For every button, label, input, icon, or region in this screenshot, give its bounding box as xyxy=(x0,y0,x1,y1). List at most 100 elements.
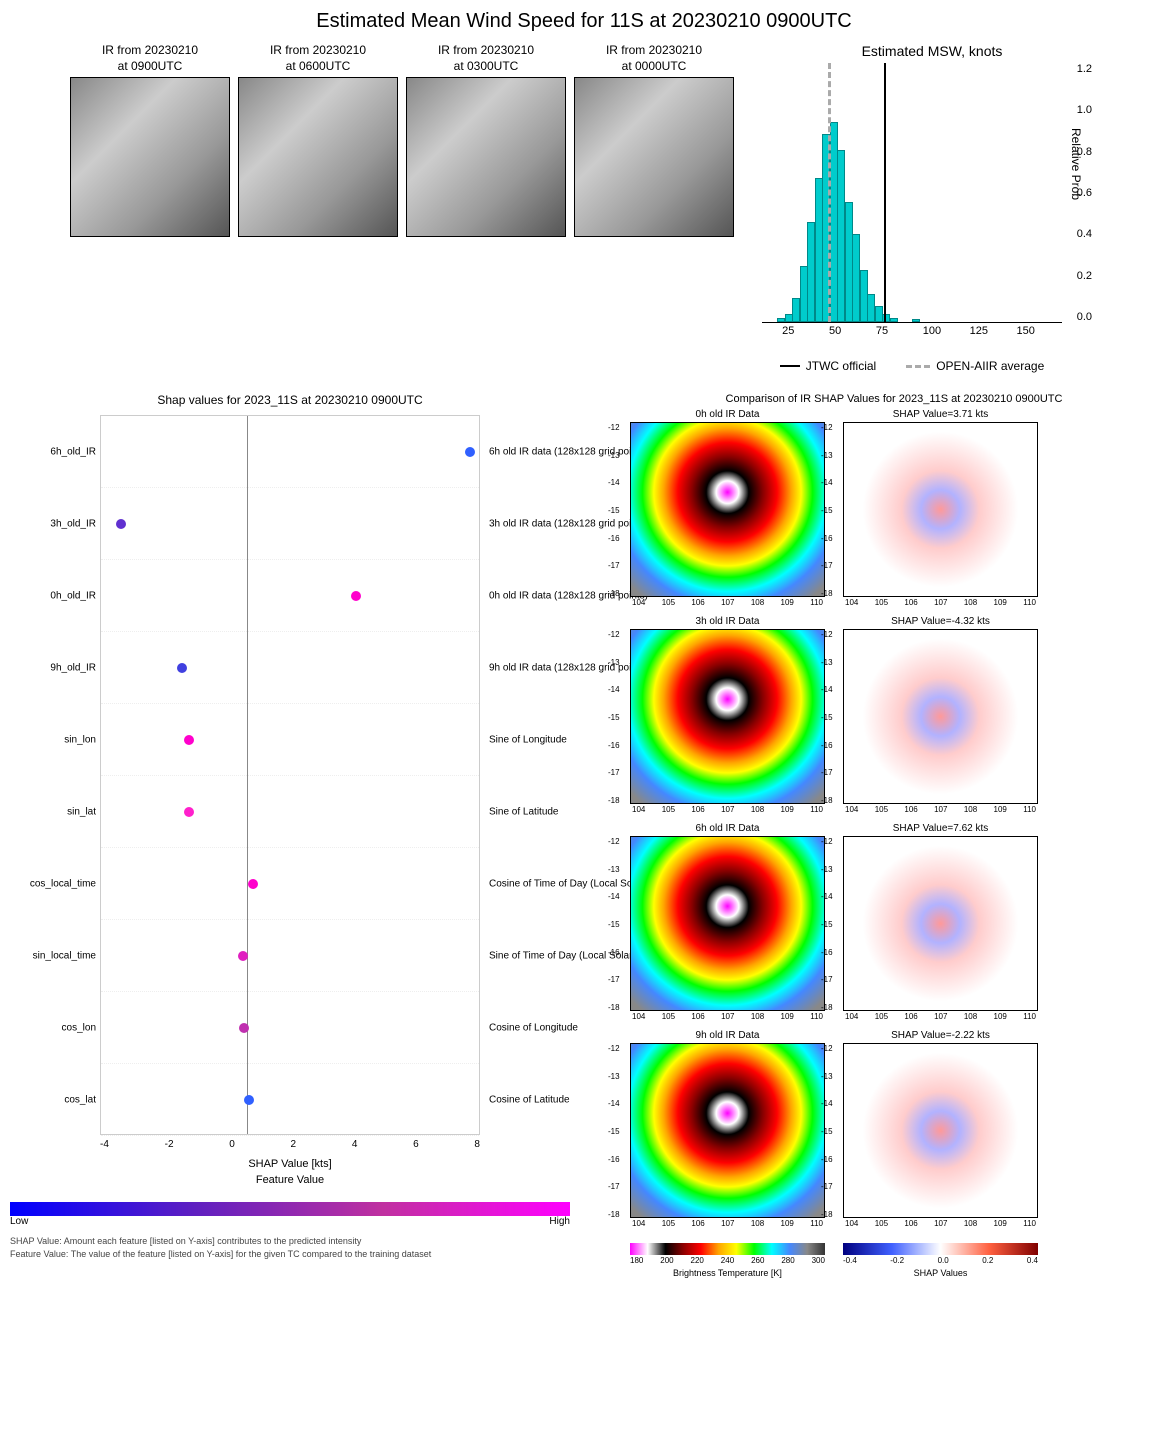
compare-ytick: -12 xyxy=(608,630,620,639)
hist-ytick: 1.0 xyxy=(1077,104,1092,116)
compare-xtick: 108 xyxy=(751,1219,764,1228)
compare-xtick: 109 xyxy=(994,598,1007,607)
shap-title: Shap values for 2023_11S at 20230210 090… xyxy=(10,393,570,407)
ir-cell-title: 3h old IR Data xyxy=(630,616,825,627)
compare-ytick: -18 xyxy=(821,589,833,598)
shap-data-cell: SHAP Value=-2.22 kts -12-13-14-15-16-17-… xyxy=(843,1030,1038,1229)
sv-tick: -0.4 xyxy=(843,1256,857,1265)
compare-xtick: 110 xyxy=(810,1219,823,1228)
compare-ytick: -17 xyxy=(608,1182,620,1191)
compare-ytick: -13 xyxy=(608,658,620,667)
compare-xtick: 104 xyxy=(632,1219,645,1228)
ir-cell-title: 9h old IR Data xyxy=(630,1030,825,1041)
ir-data-cell: 9h old IR Data -12-13-14-15-16-17-18 104… xyxy=(630,1030,825,1229)
compare-xtick: 106 xyxy=(691,598,704,607)
shap-color-image xyxy=(843,422,1038,597)
hist-ytick: 0.0 xyxy=(1077,311,1092,323)
compare-xtick: 108 xyxy=(964,805,977,814)
brightness-temp-colorbar xyxy=(630,1243,825,1255)
compare-ytick: -14 xyxy=(608,685,620,694)
compare-xtick: 104 xyxy=(632,1012,645,1021)
compare-ytick: -13 xyxy=(821,865,833,874)
ir-thumb-title: IR from 20230210at 0900UTC xyxy=(70,43,230,74)
compare-xtick: 107 xyxy=(934,805,947,814)
ir-color-image xyxy=(630,629,825,804)
compare-ytick: -13 xyxy=(608,1072,620,1081)
compare-xtick: 105 xyxy=(662,1012,675,1021)
shap-row: 0h_old_IR 0h old IR data (128x128 grid p… xyxy=(101,560,479,632)
shap-xtick: -2 xyxy=(165,1139,174,1150)
shap-feature-name: cos_lon xyxy=(16,1022,96,1033)
ir-thumbnail-1: IR from 20230210at 0600UTC xyxy=(238,43,398,373)
compare-ytick: -17 xyxy=(608,561,620,570)
compare-ytick: -12 xyxy=(821,837,833,846)
shap-color-image xyxy=(843,629,1038,804)
histogram-ylabel: Relative Prob xyxy=(1069,127,1083,199)
shap-feature-name: sin_local_time xyxy=(16,950,96,961)
top-row: IR from 20230210at 0900UTC IR from 20230… xyxy=(10,43,1158,373)
hist-ytick: 1.2 xyxy=(1077,63,1092,75)
compare-ytick: -16 xyxy=(608,534,620,543)
compare-xtick: 109 xyxy=(994,1012,1007,1021)
compare-ytick: -16 xyxy=(608,1155,620,1164)
bt-tick: 220 xyxy=(691,1256,704,1265)
shap-section: Shap values for 2023_11S at 20230210 090… xyxy=(10,393,570,1278)
compare-xtick: 104 xyxy=(845,598,858,607)
compare-ytick: -15 xyxy=(821,713,833,722)
open-aiir-line xyxy=(828,63,831,322)
footnote-1: SHAP Value: Amount each feature [listed … xyxy=(10,1235,570,1248)
compare-xtick: 109 xyxy=(994,805,1007,814)
compare-xtick: 109 xyxy=(781,805,794,814)
compare-xtick: 104 xyxy=(845,1219,858,1228)
shap-cell-title: SHAP Value=-4.32 kts xyxy=(843,616,1038,627)
compare-xtick: 110 xyxy=(1023,598,1036,607)
hist-xtick: 150 xyxy=(1017,325,1035,337)
ir-color-image xyxy=(630,1043,825,1218)
ir-thumb-image xyxy=(574,77,734,237)
compare-ytick: -13 xyxy=(608,865,620,874)
shap-feature-name: cos_local_time xyxy=(16,878,96,889)
compare-xtick: 106 xyxy=(904,805,917,814)
compare-xtick: 104 xyxy=(845,805,858,814)
compare-ytick: -16 xyxy=(821,1155,833,1164)
compare-xtick: 108 xyxy=(751,1012,764,1021)
compare-ytick: -15 xyxy=(608,1127,620,1136)
compare-xtick: 107 xyxy=(934,1219,947,1228)
compare-xtick: 108 xyxy=(751,598,764,607)
compare-ytick: -18 xyxy=(608,796,620,805)
compare-xtick: 107 xyxy=(934,1012,947,1021)
ir-thumbnail-3: IR from 20230210at 0000UTC xyxy=(574,43,734,373)
compare-ytick: -14 xyxy=(821,892,833,901)
compare-ytick: -12 xyxy=(821,423,833,432)
compare-ytick: -17 xyxy=(608,975,620,984)
compare-ytick: -17 xyxy=(821,975,833,984)
main-title: Estimated Mean Wind Speed for 11S at 202… xyxy=(10,10,1158,33)
shap-data-cell: SHAP Value=3.71 kts -12-13-14-15-16-17-1… xyxy=(843,409,1038,608)
compare-ytick: -17 xyxy=(821,768,833,777)
compare-ytick: -15 xyxy=(821,506,833,515)
compare-xtick: 109 xyxy=(994,1219,1007,1228)
shap-color-image xyxy=(843,836,1038,1011)
bottom-row: Shap values for 2023_11S at 20230210 090… xyxy=(10,393,1158,1278)
compare-xtick: 109 xyxy=(781,1012,794,1021)
ir-cell-title: 0h old IR Data xyxy=(630,409,825,420)
ir-cell-title: 6h old IR Data xyxy=(630,823,825,834)
compare-xtick: 107 xyxy=(721,1219,734,1228)
histogram-bar xyxy=(912,319,920,322)
shap-feature-name: sin_lat xyxy=(16,806,96,817)
shap-row: cos_lat Cosine of Latitude xyxy=(101,1064,479,1136)
compare-xtick: 104 xyxy=(632,805,645,814)
ir-color-image xyxy=(630,422,825,597)
compare-ytick: -14 xyxy=(608,892,620,901)
sv-tick: 0.2 xyxy=(982,1256,993,1265)
sv-tick: 0.4 xyxy=(1027,1256,1038,1265)
compare-xtick: 110 xyxy=(1023,1012,1036,1021)
compare-xtick: 105 xyxy=(662,1219,675,1228)
ir-thumb-image xyxy=(406,77,566,237)
shap-dot xyxy=(351,591,361,601)
shap-row: 6h_old_IR 6h old IR data (128x128 grid p… xyxy=(101,416,479,488)
compare-ytick: -13 xyxy=(608,451,620,460)
hist-xtick: 125 xyxy=(970,325,988,337)
compare-xtick: 105 xyxy=(875,1012,888,1021)
jtwc-line xyxy=(884,63,886,322)
